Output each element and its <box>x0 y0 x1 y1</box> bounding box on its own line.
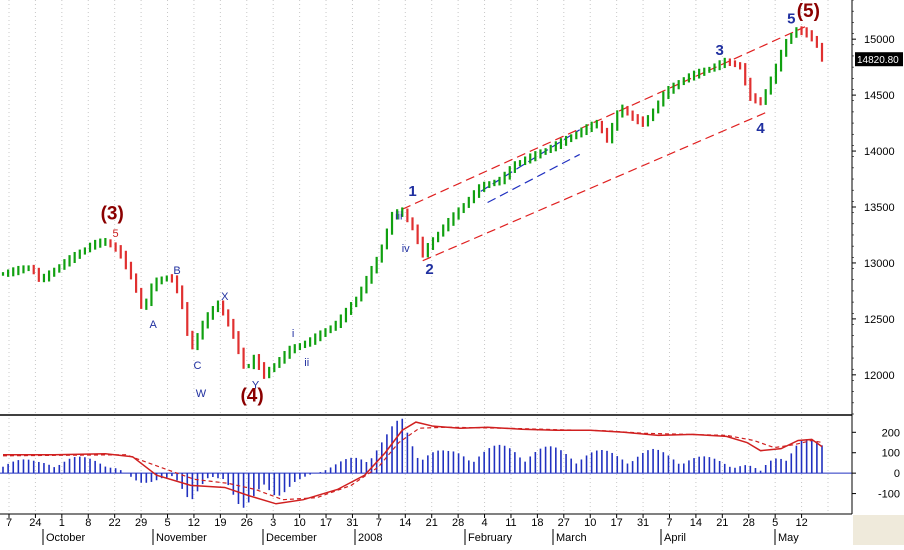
oscillator-panel <box>0 418 852 508</box>
date-tick-label: 24 <box>29 517 41 529</box>
wave-label: iii <box>395 210 402 222</box>
price-tick-label: 13500 <box>864 202 895 214</box>
last-price-box <box>855 52 903 67</box>
month-label: February <box>468 532 513 544</box>
wave-label: B <box>173 265 180 277</box>
date-tick-label: 7 <box>666 517 672 529</box>
price-tick-label: 12500 <box>864 314 895 326</box>
price-tick-label: 12000 <box>864 370 895 382</box>
wave-label: i <box>292 328 294 340</box>
signal-line <box>2 426 823 501</box>
wave-label: 1 <box>408 183 416 200</box>
month-label: 2008 <box>358 532 382 544</box>
date-tick-label: 4 <box>481 517 487 529</box>
date-tick-label: 27 <box>558 517 570 529</box>
oscillator-tick-label: 0 <box>894 468 900 480</box>
trend-channels <box>402 26 806 262</box>
oscillator-tick-label: -100 <box>878 489 900 501</box>
date-tick-label: 21 <box>426 517 438 529</box>
date-tick-label: 14 <box>690 517 702 529</box>
month-label: October <box>46 532 85 544</box>
date-tick-label: 10 <box>584 517 596 529</box>
last-price-label: 14820.80 <box>857 55 899 66</box>
date-tick-label: 11 <box>505 517 516 529</box>
wave-label: 4 <box>756 120 765 137</box>
month-label: March <box>556 532 587 544</box>
trendline-inner-lower <box>487 153 580 204</box>
date-tick-label: 1 <box>59 517 65 529</box>
date-tick-label: 26 <box>241 517 253 529</box>
date-tick-label: 7 <box>6 517 12 529</box>
date-tick-label: 3 <box>270 517 276 529</box>
date-tick-label: 7 <box>376 517 382 529</box>
month-label: December <box>266 532 317 544</box>
wave-label: C <box>194 360 202 372</box>
date-tick-label: 29 <box>135 517 147 529</box>
date-tick-label: 22 <box>109 517 121 529</box>
vertical-gridlines <box>8 0 829 514</box>
wave-label: 2 <box>425 261 433 278</box>
month-label: April <box>664 532 686 544</box>
date-tick-label: 28 <box>452 517 464 529</box>
wave-label: iv <box>402 243 410 255</box>
wave-label: A <box>149 319 157 331</box>
date-tick-label: 18 <box>531 517 543 529</box>
wave-label: 5 <box>113 228 119 240</box>
date-tick-label: 5 <box>164 517 170 529</box>
oscillator-line <box>3 421 823 505</box>
corner-box <box>853 515 904 545</box>
trendline-upper-channel <box>402 26 806 210</box>
wave-label: (3) <box>101 203 124 224</box>
price-axis: 12000 12500 13000 13500 14000 14500 15000 14820… <box>852 0 903 415</box>
date-tick-label: 5 <box>772 517 778 529</box>
wave-label: Y <box>252 379 260 391</box>
wave-label: 3 <box>715 42 723 59</box>
date-tick-label: 8 <box>85 517 91 529</box>
month-label: May <box>778 532 799 544</box>
wave-label: ii <box>304 357 309 369</box>
wave-label: (4) <box>240 386 263 407</box>
oscillator-axis: 200 100 0 -100 <box>852 427 900 501</box>
date-tick-label: 19 <box>214 517 226 529</box>
date-tick-label: 10 <box>293 517 305 529</box>
date-tick-label: 31 <box>637 517 649 529</box>
date-tick-label: 28 <box>743 517 755 529</box>
price-tick-label: 14000 <box>864 146 895 158</box>
month-label: November <box>156 532 207 544</box>
oscillator-tick-label: 200 <box>882 427 900 439</box>
wave-label: X <box>221 291 229 303</box>
date-tick-label: 12 <box>795 517 807 529</box>
wave-label: W <box>196 388 207 400</box>
date-tick-label: 14 <box>399 517 411 529</box>
date-tick-label: 21 <box>716 517 728 529</box>
trendline-lower-channel <box>422 111 768 262</box>
wave-label: 5 <box>787 10 795 27</box>
date-tick-label: 12 <box>188 517 200 529</box>
date-tick-label: 31 <box>346 517 358 529</box>
date-tick-label: 17 <box>611 517 623 529</box>
wave-label: (5) <box>797 1 820 22</box>
price-tick-label: 13000 <box>864 258 895 270</box>
date-axis: 7 24 1 8 22 29 5 12 19 26 3 10 17 31 7 14 21 28 4 11 18 27 10 1… <box>6 514 808 545</box>
oscillator-tick-label: 100 <box>882 448 900 460</box>
price-tick-label: 15000 <box>864 34 895 46</box>
price-bars <box>1 26 824 379</box>
price-tick-label: 14500 <box>864 90 895 102</box>
date-tick-label: 17 <box>320 517 332 529</box>
